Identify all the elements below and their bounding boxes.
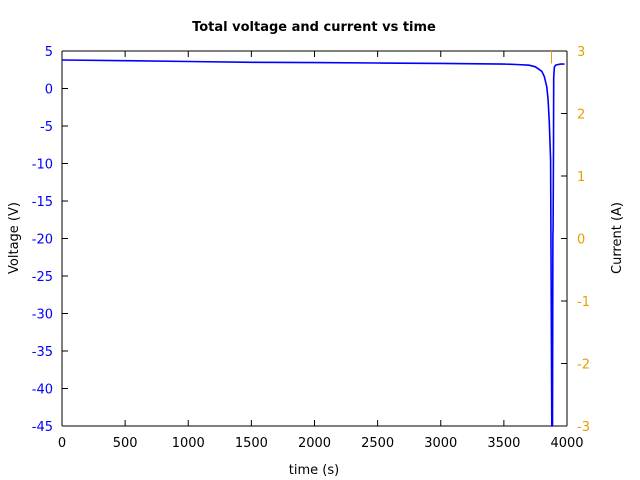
y-tick-label: -10 (32, 158, 53, 173)
x-axis-label: time (s) (289, 463, 339, 478)
y-tick-label: -5 (40, 120, 53, 135)
x-tick-label: 0 (58, 436, 66, 451)
series-layer (61, 51, 565, 427)
y2-tick-label: 3 (577, 45, 585, 60)
x-tick-label: 1500 (235, 436, 268, 451)
y2-tick-label: -2 (577, 358, 590, 373)
y-tick-label: -40 (32, 383, 53, 398)
voltage-series-line (61, 59, 565, 427)
y-tick-label: 0 (45, 83, 53, 98)
y-tick-label: 5 (45, 45, 53, 60)
y-axis-left: 5 0 -5 -10 -15 -20 -25 -30 -35 -40 -45 (32, 45, 68, 435)
y2-tick-label: -3 (577, 420, 590, 435)
y-tick-label: -15 (32, 195, 53, 210)
y2-axis-label: Current (A) (610, 202, 625, 274)
y2-tick-label: -1 (577, 295, 590, 310)
y-axis-right: 3 2 1 0 -1 -2 -3 (561, 45, 590, 435)
y-tick-label: -25 (32, 270, 53, 285)
x-tick-label: 3000 (424, 436, 457, 451)
x-tick-label: 500 (113, 436, 138, 451)
y2-tick-label: 1 (577, 170, 585, 185)
y2-tick-label: 0 (577, 233, 585, 248)
plot-area (61, 50, 568, 427)
y-tick-label: -20 (32, 233, 53, 248)
x-tick-label: 2500 (361, 436, 394, 451)
x-axis: 0 500 1000 1500 2000 2500 3000 3500 4000 (58, 51, 584, 451)
x-tick-label: 3500 (487, 436, 520, 451)
x-tick-label: 1000 (172, 436, 205, 451)
y-axis-label: Voltage (V) (7, 202, 22, 274)
x-tick-label: 4000 (550, 436, 583, 451)
y-tick-label: -30 (32, 308, 53, 323)
y-tick-label: -45 (32, 420, 53, 435)
y-tick-label: -35 (32, 345, 53, 360)
x-tick-label: 2000 (298, 436, 331, 451)
chart-title: Total voltage and current vs time (192, 20, 436, 35)
y2-tick-label: 2 (577, 108, 585, 123)
